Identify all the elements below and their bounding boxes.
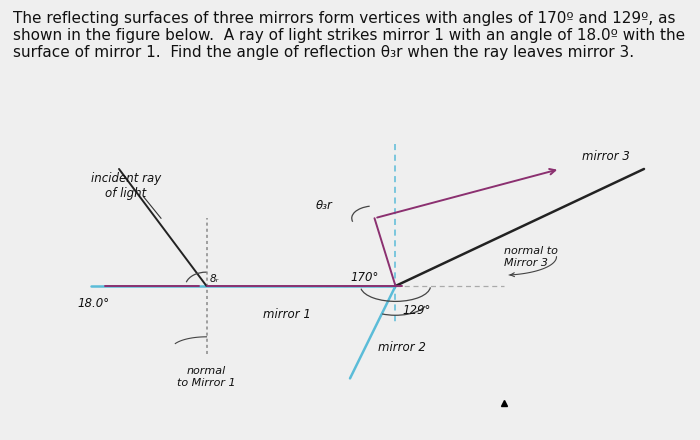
Text: mirror 3: mirror 3 — [582, 150, 630, 164]
Text: normal
to Mirror 1: normal to Mirror 1 — [177, 366, 236, 388]
Text: incident ray
of light: incident ray of light — [91, 172, 161, 200]
Text: 18.0°: 18.0° — [77, 297, 109, 310]
Text: 129°: 129° — [402, 304, 431, 318]
Text: The reflecting surfaces of three mirrors form vertices with angles of 170º and 1: The reflecting surfaces of three mirrors… — [13, 11, 685, 60]
Text: 8ᵣ: 8ᵣ — [210, 275, 219, 285]
Text: θ₃r: θ₃r — [316, 199, 332, 213]
Text: mirror 1: mirror 1 — [263, 308, 311, 321]
Text: 170°: 170° — [350, 271, 379, 285]
Text: mirror 2: mirror 2 — [378, 341, 426, 354]
Text: normal to
Mirror 3: normal to Mirror 3 — [504, 246, 558, 268]
